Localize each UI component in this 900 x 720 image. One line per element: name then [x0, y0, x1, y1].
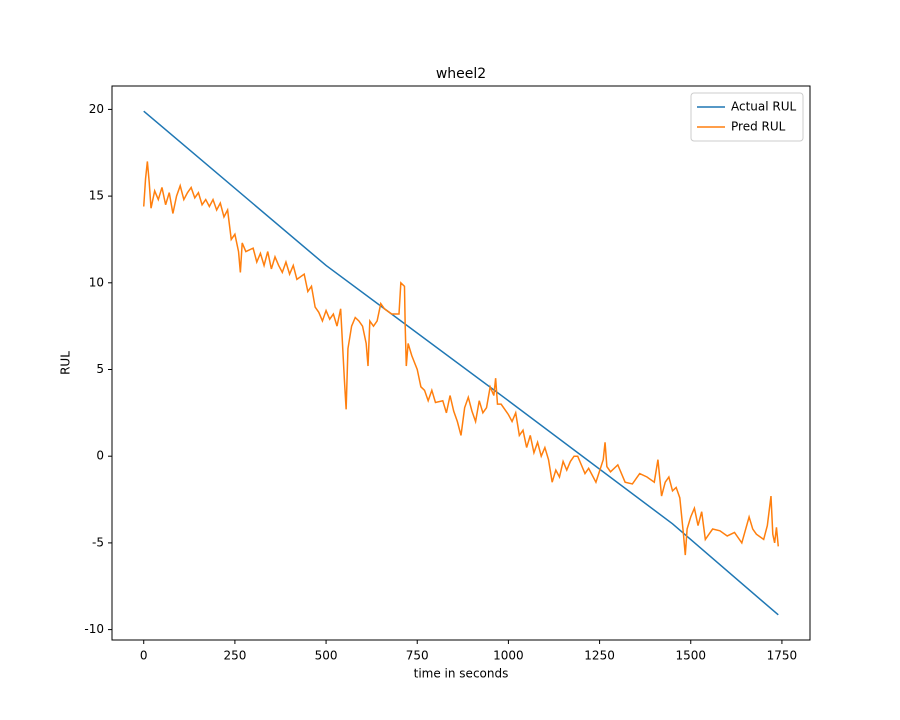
x-tick-label: 250 [223, 649, 246, 663]
x-tick-label: 1250 [584, 649, 615, 663]
legend-box [690, 92, 804, 142]
y-tick-label: -5 [92, 535, 104, 549]
x-tick-label: 1500 [675, 649, 706, 663]
chart-title: wheel2 [436, 66, 486, 82]
x-axis-label: time in seconds [414, 667, 509, 681]
legend-label: Actual RUL [731, 100, 797, 114]
series-line [143, 110, 779, 616]
x-tick-label: 1750 [767, 649, 798, 663]
y-tick-label: 5 [96, 362, 104, 376]
y-axis-label: RUL [59, 351, 73, 375]
legend-label: Pred RUL [731, 120, 786, 134]
x-tick-label: 0 [140, 649, 148, 663]
y-tick-label: 20 [89, 102, 104, 116]
legend: Actual RUL Pred RUL [690, 92, 804, 142]
series-line [142, 161, 780, 556]
y-tick-label: 10 [89, 275, 104, 289]
plot-frame [111, 85, 811, 641]
x-tick-label: 1000 [493, 649, 524, 663]
y-tick-label: -10 [84, 622, 104, 636]
x-tick-label: 500 [315, 649, 338, 663]
y-tick-label: 15 [89, 189, 104, 203]
x-tick-label: 750 [406, 649, 429, 663]
y-tick-label: 0 [96, 449, 104, 463]
